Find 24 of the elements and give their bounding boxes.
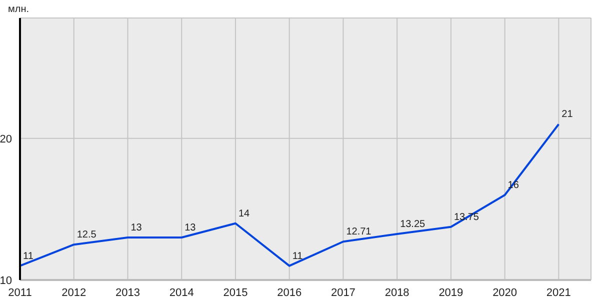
x-tick-label: 2014	[169, 286, 194, 299]
data-label: 21	[562, 109, 574, 120]
x-tick-label: 2019	[438, 286, 464, 299]
data-label: 14	[238, 208, 250, 220]
data-label: 13	[130, 222, 142, 234]
x-tick-label: 2017	[330, 286, 356, 299]
y-tick-label: 10	[0, 274, 12, 287]
data-label: 11	[292, 250, 304, 262]
x-tick-label: 2021	[546, 286, 571, 299]
data-label: 13.25	[400, 218, 426, 230]
data-label: 11	[23, 250, 34, 262]
x-tick-label: 2016	[277, 286, 302, 299]
data-label: 12.71	[346, 226, 372, 238]
x-tick-label: 2018	[384, 286, 410, 299]
data-label: 13	[184, 222, 196, 234]
x-tick-label: 2020	[492, 286, 518, 299]
data-label: 12.5	[76, 230, 97, 241]
x-tick-label: 2015	[223, 286, 248, 299]
x-tick-label: 2013	[115, 286, 140, 299]
line-series	[20, 123, 560, 267]
y-axis-title: млн.	[8, 4, 30, 15]
x-tick-label: 2012	[62, 286, 86, 299]
y-tick-label: 20	[0, 133, 12, 146]
x-tick-label: 2011	[8, 286, 32, 299]
